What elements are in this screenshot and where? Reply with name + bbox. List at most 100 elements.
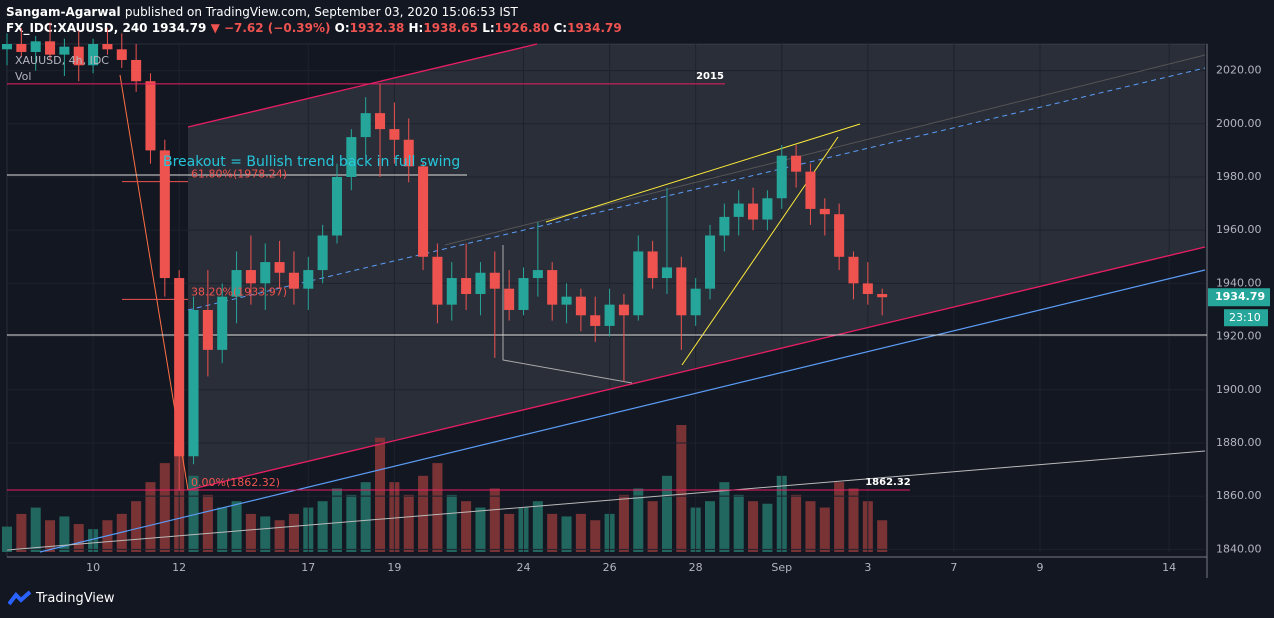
candle-body: [590, 315, 601, 326]
candle-body: [30, 41, 41, 52]
channel-top: [187, 43, 538, 128]
candle-body: [45, 41, 56, 55]
ohlc-key: L:: [482, 21, 495, 35]
candle-body: [88, 44, 99, 66]
volume-bar: [590, 520, 601, 552]
candle-body: [561, 296, 572, 305]
candle-body: [188, 309, 199, 457]
candle-body: [16, 44, 27, 52]
volume-bar: [848, 488, 859, 552]
volume-bar: [618, 494, 629, 552]
volume-bar: [633, 488, 644, 552]
candle-body: [733, 203, 744, 217]
x-tick-label: 9: [1037, 561, 1044, 574]
volume-bar: [217, 507, 228, 552]
volume-bar: [704, 501, 716, 552]
x-tick-label: 24: [517, 561, 531, 574]
volume-bar: [59, 516, 70, 552]
author: Sangam-Agarwal: [6, 5, 121, 19]
price-tag-label: 1934.79: [1215, 290, 1265, 303]
symbol-line: FX_IDC:XAUUSD, 240 1934.79 ▼ −7.62 (−0.3…: [6, 20, 622, 36]
channel-bottom: [187, 246, 1206, 491]
candle-body: [432, 256, 443, 305]
volume-bar: [188, 475, 199, 552]
volume-bar: [346, 494, 357, 552]
candle-body: [877, 294, 888, 298]
ohlc-key: O:: [334, 21, 350, 35]
candle-body: [59, 46, 70, 55]
mid-line: [444, 54, 1206, 246]
y-tick-label: 1900.00: [1216, 383, 1262, 396]
candle-body: [145, 81, 156, 151]
x-tick-label: 26: [603, 561, 617, 574]
volume-bar: [805, 501, 816, 552]
annotation: Breakout = Bullish trend back in full sw…: [163, 154, 460, 170]
candle-body: [389, 129, 400, 140]
price-tag: [1208, 288, 1270, 307]
y-tick-label: 1860.00: [1216, 489, 1262, 502]
brand: TradingView: [36, 590, 115, 606]
x-tick-label: 10: [86, 561, 100, 574]
volume-bar: [73, 524, 84, 552]
long-line: [6, 450, 1206, 551]
candle-body: [116, 49, 127, 60]
candle-body: [489, 272, 500, 289]
volume-bar: [733, 494, 744, 552]
volume-bar: [16, 513, 27, 552]
legend: XAUUSD, 4h, IDC: [15, 54, 109, 67]
footer: TradingView: [8, 590, 115, 606]
volume-bar: [375, 437, 386, 552]
volume-bar: [145, 482, 156, 552]
low-connector: [502, 245, 633, 384]
symbol: FX_IDC:XAUUSD, 240: [6, 21, 148, 35]
volume-bar: [274, 520, 285, 552]
candle-body: [633, 251, 644, 316]
fib-label: 61.80%(1978.24): [191, 168, 287, 181]
ohlc-key: C:: [553, 21, 568, 35]
candle-body: [575, 296, 586, 316]
candle-body: [331, 176, 343, 236]
candle-body: [791, 155, 802, 172]
candle-body: [1, 44, 13, 50]
volume-bar: [116, 513, 127, 552]
x-tick-label: 12: [172, 561, 186, 574]
x-tick-label: Sep: [771, 561, 792, 574]
volume-bar: [45, 520, 56, 552]
y-tick-label: 1940.00: [1216, 276, 1262, 289]
candle-body: [375, 113, 386, 130]
candle-body: [317, 235, 328, 271]
volume-bar: [575, 513, 586, 552]
volume-bar: [489, 488, 500, 552]
candle-body: [231, 270, 242, 297]
level-label: 1862.32: [865, 477, 911, 488]
y-tick-label: 1920.00: [1216, 330, 1262, 343]
ohlc-value: 1934.79: [567, 21, 622, 35]
logo: [8, 590, 32, 606]
candle-body: [403, 139, 414, 167]
volume-bar: [360, 482, 371, 552]
x-tick-label: 19: [387, 561, 401, 574]
volume-bar: [532, 501, 543, 552]
x-tick-label: 3: [864, 561, 871, 574]
candle-body: [848, 256, 859, 284]
volume-bar: [202, 494, 213, 552]
volume-bar: [1, 526, 13, 552]
candle-body: [647, 251, 658, 279]
trend-line: [39, 269, 1206, 553]
volume-bar: [647, 501, 658, 552]
volume-bar: [547, 513, 558, 552]
volume-bar: [418, 475, 429, 552]
ohlc: O:1932.38 H:1938.65 L:1926.80 C:1934.79: [335, 21, 622, 35]
change: ▼ −7.62 (−0.39%): [210, 21, 331, 35]
candle-body: [102, 44, 113, 50]
channel-area: [188, 44, 1205, 490]
fib-label: 38.20%(1933.97): [191, 285, 287, 298]
candle-body: [461, 278, 472, 295]
volume-bar: [403, 494, 414, 552]
candle-body: [862, 283, 873, 295]
level-label: 2015: [696, 71, 724, 82]
candle-body: [547, 270, 558, 305]
candle-body: [360, 113, 371, 138]
